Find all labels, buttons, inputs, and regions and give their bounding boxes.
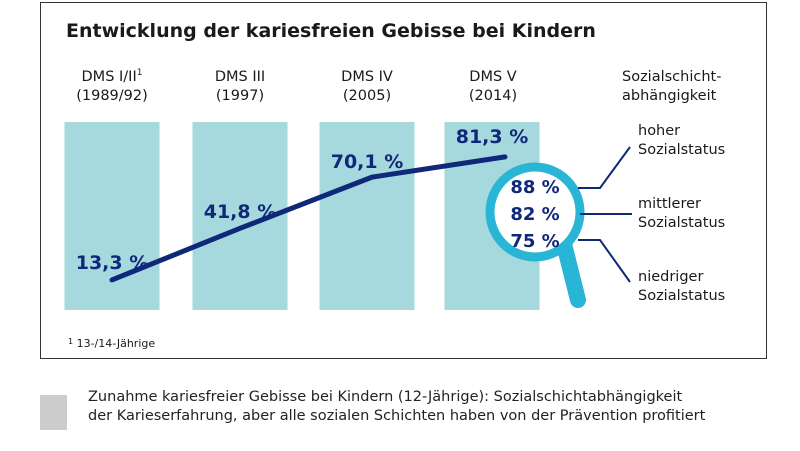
value-label-1: 13,3 % xyxy=(76,252,149,274)
magnifier-handle xyxy=(557,240,586,308)
status-high-line2: Sozialstatus xyxy=(638,142,726,158)
social-heading-line1: Sozialschicht- xyxy=(622,69,722,85)
caption: Zunahme kariesfreier Gebisse bei Kindern… xyxy=(88,388,705,426)
category-year-1: (1989/92) xyxy=(76,88,148,104)
caption-line2: der Karieserfahrung, aber alle sozialen … xyxy=(88,408,706,424)
category-name-3: DMS IV xyxy=(341,69,393,85)
category-label-2: DMS III (1997) xyxy=(185,68,295,106)
trend-line xyxy=(109,154,508,283)
chart-title: Entwicklung der kariesfreien Gebisse bei… xyxy=(66,20,596,42)
category-name-1: DMS I/II xyxy=(81,69,137,85)
status-label-low: niedriger Sozialstatus xyxy=(638,268,725,306)
status-high-line1: hoher xyxy=(638,123,681,139)
category-year-2: (1997) xyxy=(215,88,265,104)
social-heading: Sozialschicht- abhängigkeit xyxy=(622,68,721,106)
value-label-3: 70,1 % xyxy=(331,151,404,173)
footnote-marker: 1 xyxy=(68,337,74,346)
category-label-3: DMS IV (2005) xyxy=(312,68,422,106)
status-middle-line2: Sozialstatus xyxy=(638,215,726,231)
status-low-line1: niedriger xyxy=(638,269,704,285)
category-year-4: (2014) xyxy=(468,88,518,104)
category-name-2: DMS III xyxy=(214,69,266,85)
status-low-line2: Sozialstatus xyxy=(638,288,726,304)
footnote: 1 13-/14-Jährige xyxy=(68,337,155,350)
category-sup-1: 1 xyxy=(136,68,143,78)
status-label-middle: mittlerer Sozialstatus xyxy=(638,195,725,233)
status-connector-1 xyxy=(578,146,631,189)
social-value-1: 88 % xyxy=(510,177,559,198)
social-value-2: 82 % xyxy=(510,204,559,225)
category-label-4: DMS V (2014) xyxy=(438,68,548,106)
category-bar-3 xyxy=(319,122,415,310)
category-year-3: (2005) xyxy=(342,88,392,104)
category-label-1: DMS I/II1 (1989/92) xyxy=(57,68,167,106)
status-middle-line1: mittlerer xyxy=(638,196,701,212)
caption-line1: Zunahme kariesfreier Gebisse bei Kindern… xyxy=(88,389,683,405)
value-label-4: 81,3 % xyxy=(456,126,529,148)
caption-marker xyxy=(40,395,67,430)
category-name-4: DMS V xyxy=(469,69,517,85)
status-label-high: hoher Sozialstatus xyxy=(638,122,725,160)
magnifier-lens xyxy=(485,162,585,262)
status-connector-3 xyxy=(578,239,631,283)
social-value-3: 75 % xyxy=(510,231,559,252)
footnote-text: 13-/14-Jährige xyxy=(76,337,156,350)
value-label-2: 41,8 % xyxy=(204,201,277,223)
social-heading-line2: abhängigkeit xyxy=(622,88,717,104)
